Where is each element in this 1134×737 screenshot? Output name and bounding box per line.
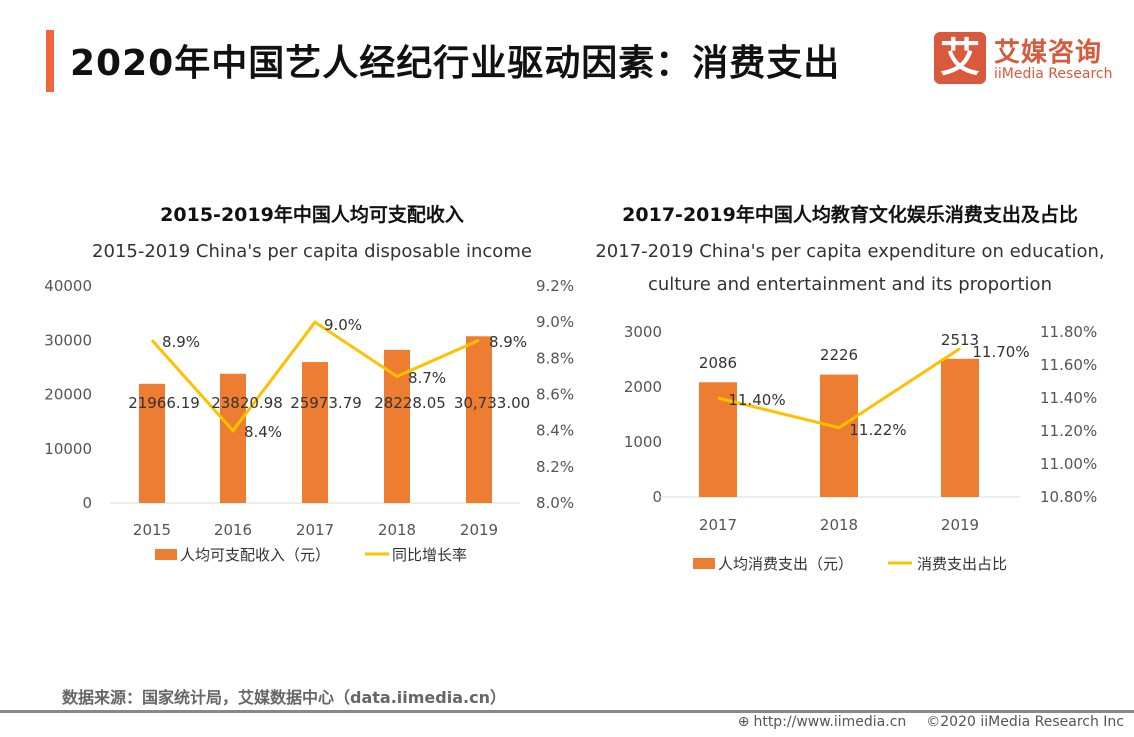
bar: [820, 374, 858, 497]
y-right-tick: 8.2%: [536, 458, 574, 476]
footer-url[interactable]: http://www.iimedia.cn: [753, 714, 907, 730]
legend-label: 消费支出占比: [917, 555, 1007, 573]
x-tick: 2019: [460, 521, 498, 539]
legend-swatch-bar: [155, 549, 177, 560]
y-right-tick: 10.80%: [1040, 488, 1097, 506]
bar-label: 2226: [820, 346, 858, 364]
line-label: 11.70%: [972, 343, 1029, 361]
x-tick: 2019: [941, 516, 979, 534]
line-label: 8.9%: [162, 333, 200, 351]
bar-label: 2086: [699, 354, 737, 372]
y-left-tick: 10000: [44, 440, 92, 458]
y-right-tick: 11.20%: [1040, 422, 1097, 440]
line-label: 11.40%: [728, 391, 785, 409]
legend-label: 人均消费支出（元）: [718, 555, 853, 573]
globe-icon: ⊕: [737, 714, 750, 730]
y-right-tick: 11.00%: [1040, 455, 1097, 473]
bar-label: 2513: [941, 331, 979, 349]
bar: [302, 362, 328, 503]
x-tick: 2017: [296, 521, 334, 539]
x-tick: 2017: [699, 516, 737, 534]
bar-label: 30,733.00: [454, 394, 530, 412]
bar: [220, 373, 246, 503]
logo-en: iiMedia Research: [994, 66, 1113, 82]
y-left-tick: 1000: [624, 433, 662, 451]
chart-subtitle: 2015-2019 China's per capita disposable …: [92, 241, 532, 262]
logo: 艾 艾媒咨询 iiMedia Research: [934, 32, 1114, 84]
x-tick: 2018: [378, 521, 416, 539]
chart-subtitle: culture and entertainment and its propor…: [648, 274, 1052, 295]
y-left-tick: 2000: [624, 378, 662, 396]
line-label: 11.22%: [849, 421, 906, 439]
y-left-tick: 0: [82, 494, 92, 512]
title-accent-bar: [46, 30, 54, 92]
y-left-tick: 20000: [44, 386, 92, 404]
chart-title: 2017-2019年中国人均教育文化娱乐消费支出及占比: [622, 203, 1078, 226]
legend-label: 同比增长率: [392, 546, 467, 564]
footer-divider: [0, 710, 1134, 713]
y-left-tick: 30000: [44, 331, 92, 349]
line-label: 8.7%: [408, 369, 446, 387]
y-right-tick: 8.4%: [536, 422, 574, 440]
line-series: [150, 320, 480, 434]
y-right-tick: 11.40%: [1040, 389, 1097, 407]
logo-mark: 艾: [934, 32, 986, 84]
y-right-tick: 8.6%: [536, 386, 574, 404]
y-left-tick: 40000: [44, 277, 92, 295]
footer: ⊕ http://www.iimedia.cn ©2020 iiMedia Rese…: [718, 714, 1124, 730]
bar: [941, 358, 979, 497]
bar: [466, 336, 492, 503]
y-right-tick: 11.80%: [1040, 323, 1097, 341]
chart-title: 2015-2019年中国人均可支配收入: [160, 203, 464, 226]
source-note: 数据来源：国家统计局，艾媒数据中心（data.iimedia.cn）: [62, 688, 506, 707]
line-series: [717, 347, 961, 430]
bar: [139, 383, 165, 503]
line-label: 8.4%: [244, 423, 282, 441]
line-label: 9.0%: [324, 316, 362, 334]
y-right-tick: 11.60%: [1040, 356, 1097, 374]
bar-label: 21966.19: [128, 394, 200, 412]
y-right-tick: 9.2%: [536, 277, 574, 295]
y-right-tick: 8.8%: [536, 349, 574, 367]
x-tick: 2018: [820, 516, 858, 534]
x-tick: 2015: [133, 521, 171, 539]
legend-swatch-bar: [693, 558, 715, 569]
y-right-tick: 8.0%: [536, 494, 574, 512]
footer-copyright: ©2020 iiMedia Research Inc: [926, 714, 1124, 730]
bar-label: 23820.98: [211, 394, 283, 412]
y-right-tick: 9.0%: [536, 313, 574, 331]
bar-label: 28228.05: [374, 394, 446, 412]
y-left-tick: 3000: [624, 323, 662, 341]
logo-cn: 艾媒咨询: [994, 38, 1103, 68]
x-tick: 2016: [214, 521, 252, 539]
line-label: 8.9%: [489, 333, 527, 351]
page-title: 2020年中国艺人经纪行业驱动因素：消费支出: [70, 43, 841, 84]
legend-label: 人均可支配收入（元）: [180, 546, 330, 564]
chart-subtitle: 2017-2019 China's per capita expenditure…: [595, 241, 1104, 262]
bar-label: 25973.79: [290, 394, 362, 412]
